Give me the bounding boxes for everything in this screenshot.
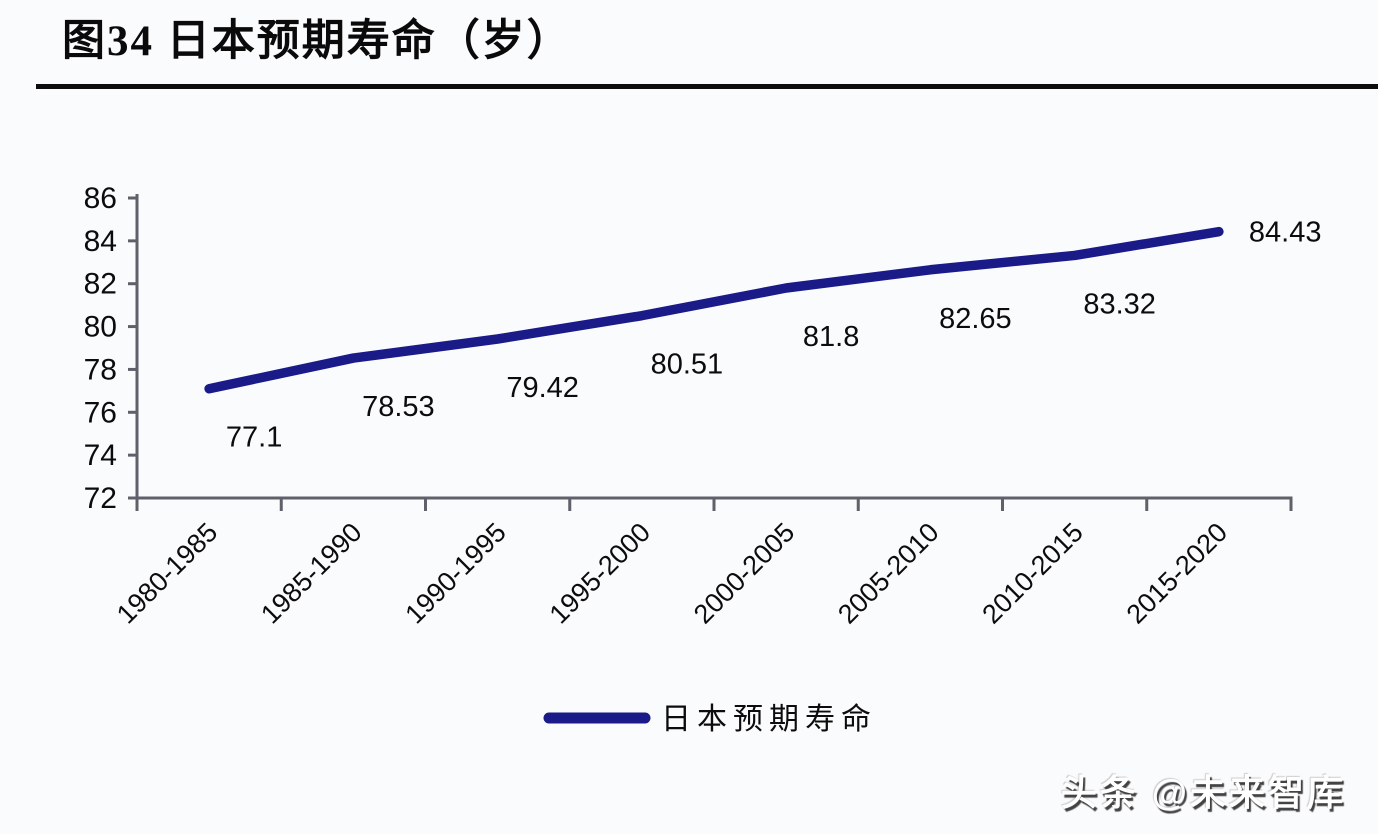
data-label: 84.43 xyxy=(1249,217,1322,249)
y-axis-tick-label: 84 xyxy=(84,225,117,258)
data-label: 79.42 xyxy=(506,372,579,404)
data-label: 77.1 xyxy=(226,422,282,454)
y-axis-tick-label: 82 xyxy=(84,268,117,301)
data-label: 82.65 xyxy=(939,303,1012,335)
y-axis-tick-label: 78 xyxy=(84,353,117,386)
data-label: 81.8 xyxy=(803,321,859,353)
x-axis-tick-label: 1980-1985 xyxy=(111,517,224,630)
y-axis-tick-label: 86 xyxy=(84,182,117,215)
x-axis-tick-label: 2005-2010 xyxy=(832,517,945,630)
series-line xyxy=(204,226,1224,394)
chart-svg: 72 74 76 78 80 82 84 86 1980-1985 1985-1990 1990-1… xyxy=(84,182,1322,736)
y-axis-tick-label: 80 xyxy=(84,311,117,344)
legend-label: 日本预期寿命 xyxy=(661,703,877,736)
x-axis-tick-label: 1995-2000 xyxy=(544,517,657,630)
y-axis-tick-label: 76 xyxy=(84,396,117,429)
data-label: 78.53 xyxy=(362,391,435,423)
y-axis-tick-label: 72 xyxy=(84,482,117,515)
x-axis-tick-label: 2015-2020 xyxy=(1121,517,1234,630)
x-axis-tick-label: 2000-2005 xyxy=(688,517,801,630)
title-divider xyxy=(36,84,1378,89)
y-axis-tick-label: 74 xyxy=(84,439,117,472)
watermark: 头条 @未来智库 xyxy=(1060,772,1346,813)
x-axis-tick-label: 1985-1990 xyxy=(255,517,368,630)
x-axis-tick-label: 1990-1995 xyxy=(399,517,512,630)
x-axis-tick-label: 2010-2015 xyxy=(976,517,1089,630)
data-label: 83.32 xyxy=(1083,288,1156,320)
data-label: 80.51 xyxy=(651,349,724,381)
chart-title: 图34 日本预期寿命（岁） xyxy=(62,18,572,65)
